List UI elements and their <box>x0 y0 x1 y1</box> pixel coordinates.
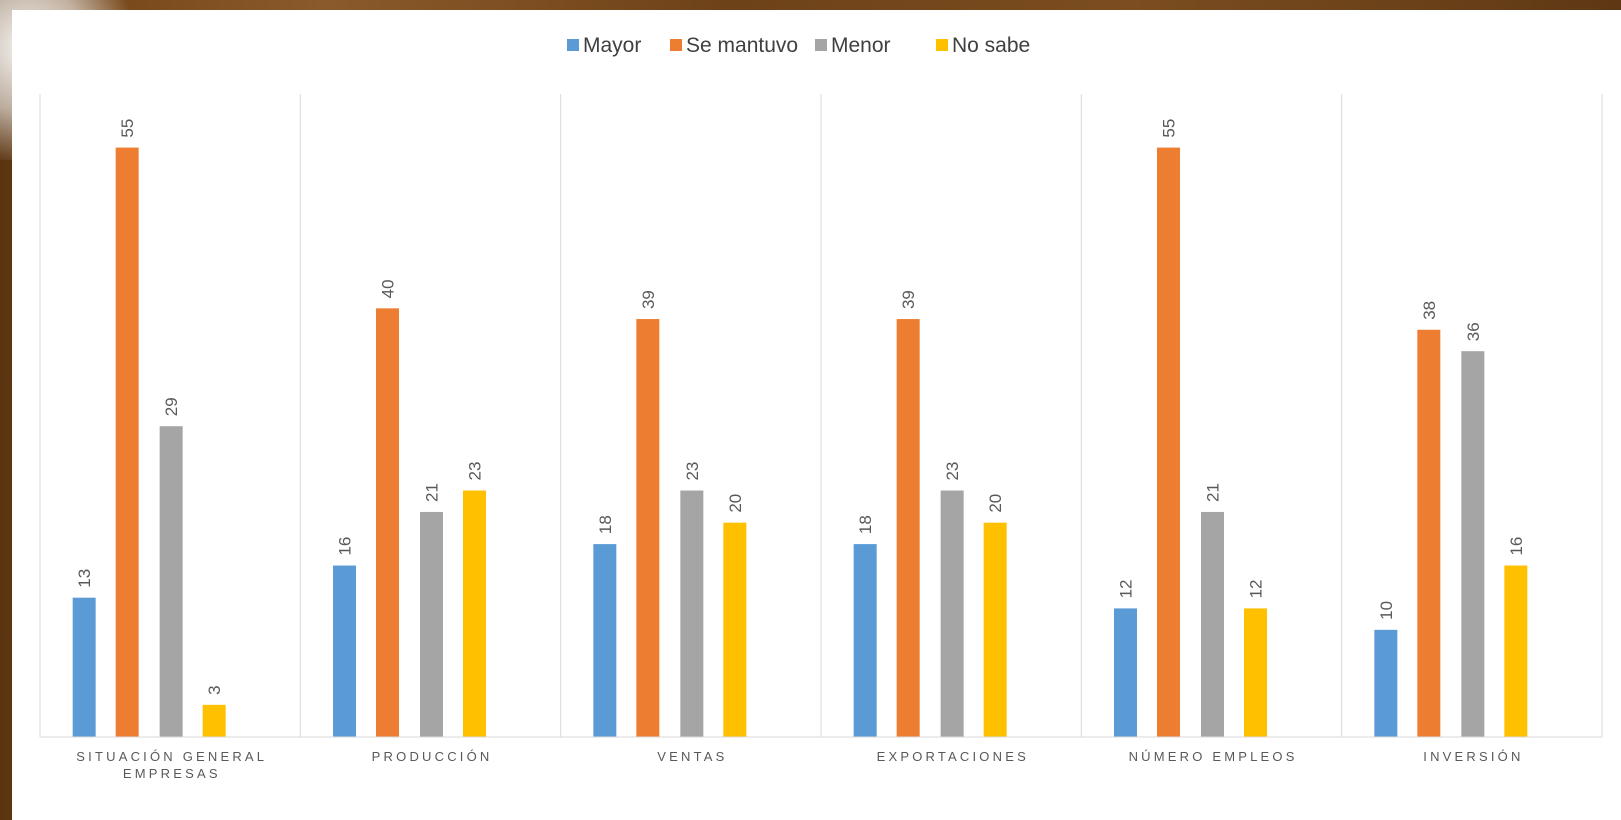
bar-no-sabe-inversion <box>1504 565 1528 737</box>
x-tick-label-inversion: INVERSIÓN <box>1423 749 1523 764</box>
bar-mayor-inversion <box>1374 629 1398 737</box>
bar-se-mantuvo-situacion-general-empresas <box>115 147 139 738</box>
bar-se-mantuvo-inversion <box>1417 329 1441 737</box>
data-label-no-sabe-numero-empleos: 12 <box>1247 579 1266 598</box>
data-label-menor-produccion: 21 <box>423 483 442 502</box>
legend-label-se-mantuvo: Se mantuvo <box>686 34 798 57</box>
data-label-no-sabe-inversion: 16 <box>1507 537 1526 556</box>
data-label-se-mantuvo-produccion: 40 <box>379 279 398 298</box>
bar-se-mantuvo-exportaciones <box>896 319 920 737</box>
data-label-mayor-ventas: 18 <box>596 515 615 534</box>
data-label-menor-ventas: 23 <box>683 462 702 481</box>
data-label-mayor-exportaciones: 18 <box>856 515 875 534</box>
bar-se-mantuvo-ventas <box>636 319 660 737</box>
data-label-menor-exportaciones: 23 <box>943 462 962 481</box>
x-tick-label-produccion: PRODUCCIÓN <box>372 749 493 764</box>
legend-swatch-no-sabe <box>936 39 948 51</box>
data-label-se-mantuvo-ventas: 39 <box>639 290 658 309</box>
bar-mayor-situacion-general-empresas <box>72 597 96 737</box>
x-tick-label-situacion-general-empresas: SITUACIÓN GENERAL <box>76 749 267 764</box>
legend-label-no-sabe: No sabe <box>952 34 1030 57</box>
bar-no-sabe-ventas <box>723 522 747 737</box>
data-labels: 13 55 29 3 16 40 21 23 18 39 23 20 18 39 23 20 12 55 21 12 1… <box>75 119 1526 695</box>
data-label-no-sabe-produccion: 23 <box>466 462 485 481</box>
x-tick-label-ventas: VENTAS <box>657 749 727 764</box>
chart-panel: Mayor Se mantuvo Menor No sabe 13 55 29 3 16 40 2… <box>12 10 1621 820</box>
x-tick-label-exportaciones: EXPORTACIONES <box>877 749 1029 764</box>
bar-menor-situacion-general-empresas <box>159 426 183 737</box>
bar-menor-inversion <box>1461 351 1485 737</box>
bar-mayor-ventas <box>593 544 617 737</box>
data-label-mayor-produccion: 16 <box>336 537 355 556</box>
legend: Mayor Se mantuvo Menor No sabe <box>567 34 1030 57</box>
bar-mayor-numero-empleos <box>1114 608 1137 737</box>
data-label-menor-inversion: 36 <box>1464 322 1483 341</box>
data-label-no-sabe-exportaciones: 20 <box>986 494 1005 513</box>
bar-mayor-exportaciones <box>853 544 877 737</box>
bar-chart: Mayor Se mantuvo Menor No sabe 13 55 29 3 16 40 2… <box>39 34 1603 781</box>
data-label-no-sabe-ventas: 20 <box>726 494 745 513</box>
data-label-se-mantuvo-situacion-general-empresas: 55 <box>118 119 137 138</box>
bar-no-sabe-produccion <box>463 490 486 737</box>
legend-label-mayor: Mayor <box>583 34 641 57</box>
bar-no-sabe-numero-empleos <box>1244 608 1267 737</box>
category-separators <box>39 94 1603 737</box>
x-tick-label-numero-empleos: NÚMERO EMPLEOS <box>1129 749 1298 764</box>
bar-mayor-produccion <box>333 565 356 737</box>
x-axis-tick-labels: SITUACIÓN GENERAL EMPRESAS PRODUCCIÓN VENTA… <box>76 749 1523 781</box>
data-label-se-mantuvo-numero-empleos: 55 <box>1160 119 1179 138</box>
data-label-menor-numero-empleos: 21 <box>1204 483 1223 502</box>
legend-swatch-menor <box>815 39 827 51</box>
bar-se-mantuvo-numero-empleos <box>1157 147 1180 738</box>
data-label-se-mantuvo-inversion: 38 <box>1420 301 1439 320</box>
bar-menor-produccion <box>420 511 443 737</box>
bar-menor-numero-empleos <box>1201 511 1224 737</box>
bar-no-sabe-exportaciones <box>983 522 1007 737</box>
bar-se-mantuvo-produccion <box>376 308 399 737</box>
data-label-mayor-inversion: 10 <box>1377 601 1396 620</box>
legend-swatch-mayor <box>567 39 579 51</box>
data-label-mayor-situacion-general-empresas: 13 <box>75 569 94 588</box>
bar-menor-ventas <box>680 490 704 737</box>
data-label-menor-situacion-general-empresas: 29 <box>162 397 181 416</box>
legend-label-menor: Menor <box>831 34 891 57</box>
x-tick-label-situacion-general-empresas: EMPRESAS <box>123 766 221 781</box>
bars <box>72 147 1528 738</box>
data-label-no-sabe-situacion-general-empresas: 3 <box>205 685 224 694</box>
data-label-se-mantuvo-exportaciones: 39 <box>899 290 918 309</box>
bar-no-sabe-situacion-general-empresas <box>202 704 226 737</box>
legend-swatch-se-mantuvo <box>670 39 682 51</box>
data-label-mayor-numero-empleos: 12 <box>1117 579 1136 598</box>
bar-menor-exportaciones <box>940 490 964 737</box>
